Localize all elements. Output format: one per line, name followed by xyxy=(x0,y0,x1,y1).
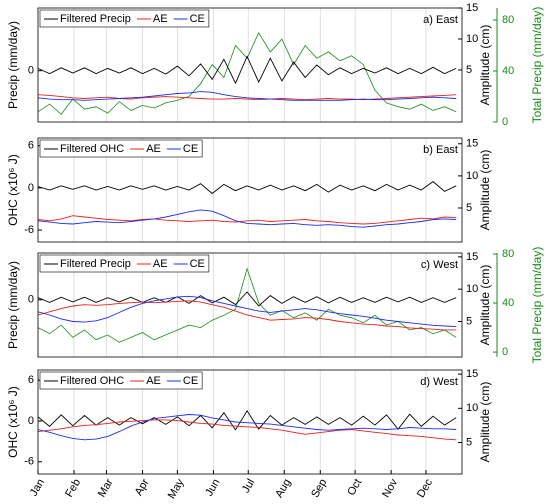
series-line xyxy=(37,215,457,225)
legend: Filtered OHC AE CE xyxy=(39,371,203,390)
series-line xyxy=(37,300,457,331)
legend-box xyxy=(39,139,203,158)
legend-box xyxy=(39,371,203,390)
legend-box xyxy=(39,9,210,28)
legend-label: CE xyxy=(190,258,205,270)
legend: Filtered OHC AE CE xyxy=(39,139,203,158)
y-tick-label: 6 xyxy=(28,140,34,152)
y2-tick-label: 10 xyxy=(466,33,478,45)
y-tick-label: 0 xyxy=(28,65,34,77)
x-tick-label: Sep xyxy=(309,477,329,500)
panel-annotation: d) West xyxy=(420,376,458,388)
series-line xyxy=(37,414,457,441)
legend-label: CE xyxy=(183,375,198,387)
y2-tick-label: 5 xyxy=(466,64,472,76)
y-tick-label: -6 xyxy=(24,456,34,468)
y2-axis-label: Amplitude (cm) xyxy=(478,265,492,346)
legend-label: AE xyxy=(153,258,168,270)
y-tick-label: 0 xyxy=(28,415,34,427)
plot-frame xyxy=(37,369,463,475)
series-line xyxy=(37,295,457,328)
x-tick-label: Dec xyxy=(415,477,435,500)
x-tick-label: Nov xyxy=(380,477,400,500)
x-tick-label: May xyxy=(166,477,187,501)
y2-axis-label: Amplitude (cm) xyxy=(478,150,492,231)
plot-frame xyxy=(37,252,463,358)
legend-label: Filtered Precip xyxy=(60,258,131,270)
x-tick-label: Jun xyxy=(203,477,222,498)
series-line xyxy=(37,409,457,431)
y3-axis-label: Total Precip (mm/day) xyxy=(530,247,544,364)
x-tick-label: Apr xyxy=(133,477,152,498)
x-tick-label: Mar xyxy=(96,477,116,500)
y-tick-label: 0 xyxy=(28,182,34,194)
series-line xyxy=(37,31,457,115)
y2-tick-label: 10 xyxy=(466,170,478,182)
x-tick-label: Jul xyxy=(240,477,257,495)
series-line xyxy=(37,419,457,441)
series-line xyxy=(37,91,457,101)
legend: Filtered Precip AE CE xyxy=(39,9,210,28)
series-line xyxy=(37,209,457,228)
x-tick-label: Aug xyxy=(273,477,293,500)
y3-axis-label: Total Precip (mm/day) xyxy=(530,7,544,124)
y2-axis-label: Amplitude (cm) xyxy=(478,25,492,106)
series-line xyxy=(37,55,457,85)
y3-tick-label: 80 xyxy=(502,14,514,26)
series-line xyxy=(37,94,457,101)
panel-annotation: c) West xyxy=(421,259,458,271)
legend-label: AE xyxy=(146,375,161,387)
x-tick-label: Feb xyxy=(63,477,83,499)
y-axis-label: OHC (x10⁶ J) xyxy=(6,386,20,458)
y-axis-label: OHC (x10⁶ J) xyxy=(6,154,20,226)
y-axis-label: Precip (mm/day) xyxy=(6,21,20,109)
y2-tick-label: 10 xyxy=(466,402,478,414)
panel-annotation: b) East xyxy=(423,144,458,156)
legend-label: AE xyxy=(153,13,168,25)
series-line xyxy=(37,181,457,195)
plot-frame xyxy=(37,7,463,123)
y3-tick-label: 0 xyxy=(502,346,508,358)
y2-tick-label: 15 xyxy=(466,368,478,380)
y2-tick-label: 15 xyxy=(466,2,478,14)
y2-tick-label: 5 xyxy=(466,436,472,448)
y-tick-label: 6 xyxy=(28,374,34,386)
series-line xyxy=(37,267,457,343)
legend-label: AE xyxy=(146,143,161,155)
x-tick-label: Jan xyxy=(28,477,47,498)
series-line xyxy=(37,291,457,307)
y2-tick-label: 5 xyxy=(466,315,472,327)
y3-tick-label: 40 xyxy=(502,65,514,77)
y-axis-label: Precip (mm/day) xyxy=(6,261,20,349)
panel-annotation: a) East xyxy=(423,14,458,26)
y2-axis-label: Amplitude (cm) xyxy=(478,382,492,463)
y-tick-label: 0 xyxy=(28,294,34,306)
y3-tick-label: 0 xyxy=(502,116,508,128)
legend-label: CE xyxy=(190,13,205,25)
legend-label: Filtered OHC xyxy=(60,143,124,155)
y-tick-label: -6 xyxy=(24,224,34,236)
x-tick-label: Oct xyxy=(345,477,364,498)
legend-label: Filtered OHC xyxy=(60,375,124,387)
legend: Filtered Precip AE CE xyxy=(39,254,210,273)
y2-tick-label: 5 xyxy=(466,202,472,214)
legend-box xyxy=(39,254,210,273)
plot-frame xyxy=(37,137,463,243)
legend-label: Filtered Precip xyxy=(60,13,131,25)
y3-tick-label: 80 xyxy=(502,248,514,260)
legend-label: CE xyxy=(183,143,198,155)
y2-tick-label: 15 xyxy=(466,138,478,150)
y2-tick-label: 10 xyxy=(466,283,478,295)
y2-tick-label: 15 xyxy=(466,251,478,263)
y3-tick-label: 40 xyxy=(502,297,514,309)
